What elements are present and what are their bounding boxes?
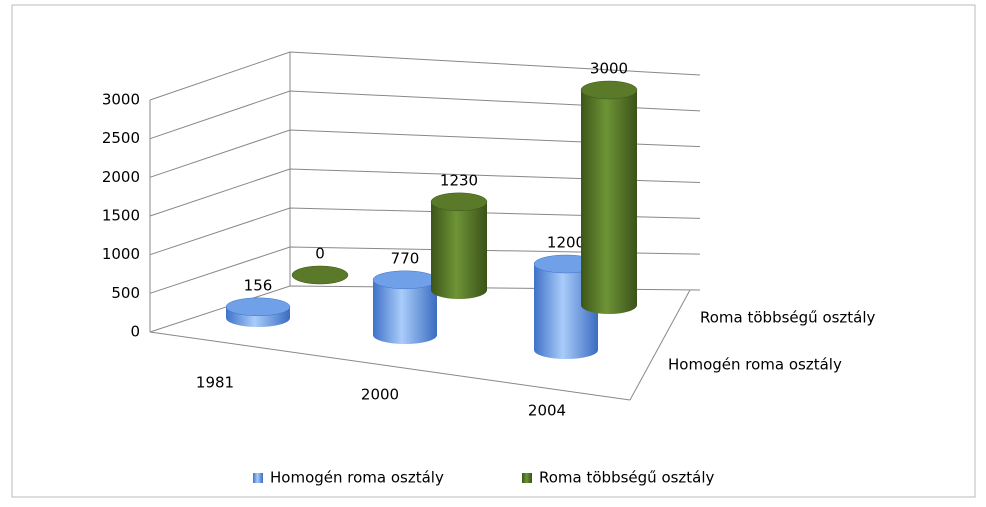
value-label: 1200 <box>547 234 585 252</box>
bar <box>373 279 437 344</box>
grid-line <box>149 51 701 101</box>
value-label: 770 <box>391 249 420 267</box>
cylinder <box>225 297 291 327</box>
cylinder <box>372 270 438 344</box>
bar-top <box>430 192 488 212</box>
depth-label: Roma többségű osztály <box>700 309 876 327</box>
y-tick-label: 2000 <box>102 168 140 186</box>
y-tick-label: 500 <box>111 284 140 302</box>
bar <box>431 201 487 299</box>
grid-line <box>149 207 701 256</box>
y-tick-label: 1500 <box>102 207 140 225</box>
y-tick-label: 2500 <box>102 129 140 147</box>
legend-label: Roma többségű osztály <box>539 469 715 487</box>
x-tick-label: 1981 <box>196 374 234 392</box>
cylinder <box>291 265 349 285</box>
x-tick-label: 2004 <box>528 402 566 420</box>
x-tick-label: 2000 <box>361 386 399 404</box>
floor-front <box>149 331 631 401</box>
value-label: 156 <box>244 276 273 294</box>
value-label: 0 <box>315 245 325 263</box>
bar-top <box>291 265 349 285</box>
grid-line <box>149 129 701 178</box>
depth-label: Homogén roma osztály <box>668 356 842 374</box>
value-label: 3000 <box>590 60 628 78</box>
cylinder <box>430 192 488 299</box>
bar-top <box>580 80 638 100</box>
chart-frame <box>11 4 976 498</box>
legend-swatch <box>522 473 532 483</box>
grid-line <box>149 168 701 217</box>
floor-right <box>629 289 691 401</box>
value-label: 1230 <box>440 171 478 189</box>
grid-line <box>149 246 701 294</box>
bar-top <box>372 270 438 290</box>
bar-top <box>225 297 291 317</box>
cylinder <box>580 80 638 314</box>
bar <box>581 90 637 314</box>
legend-label: Homogén roma osztály <box>270 469 444 487</box>
grid-line <box>149 90 701 140</box>
y-tick-label: 3000 <box>102 91 140 109</box>
y-tick-label: 1000 <box>102 245 140 263</box>
legend-swatch <box>253 473 263 483</box>
y-tick-label: 0 <box>130 323 140 341</box>
